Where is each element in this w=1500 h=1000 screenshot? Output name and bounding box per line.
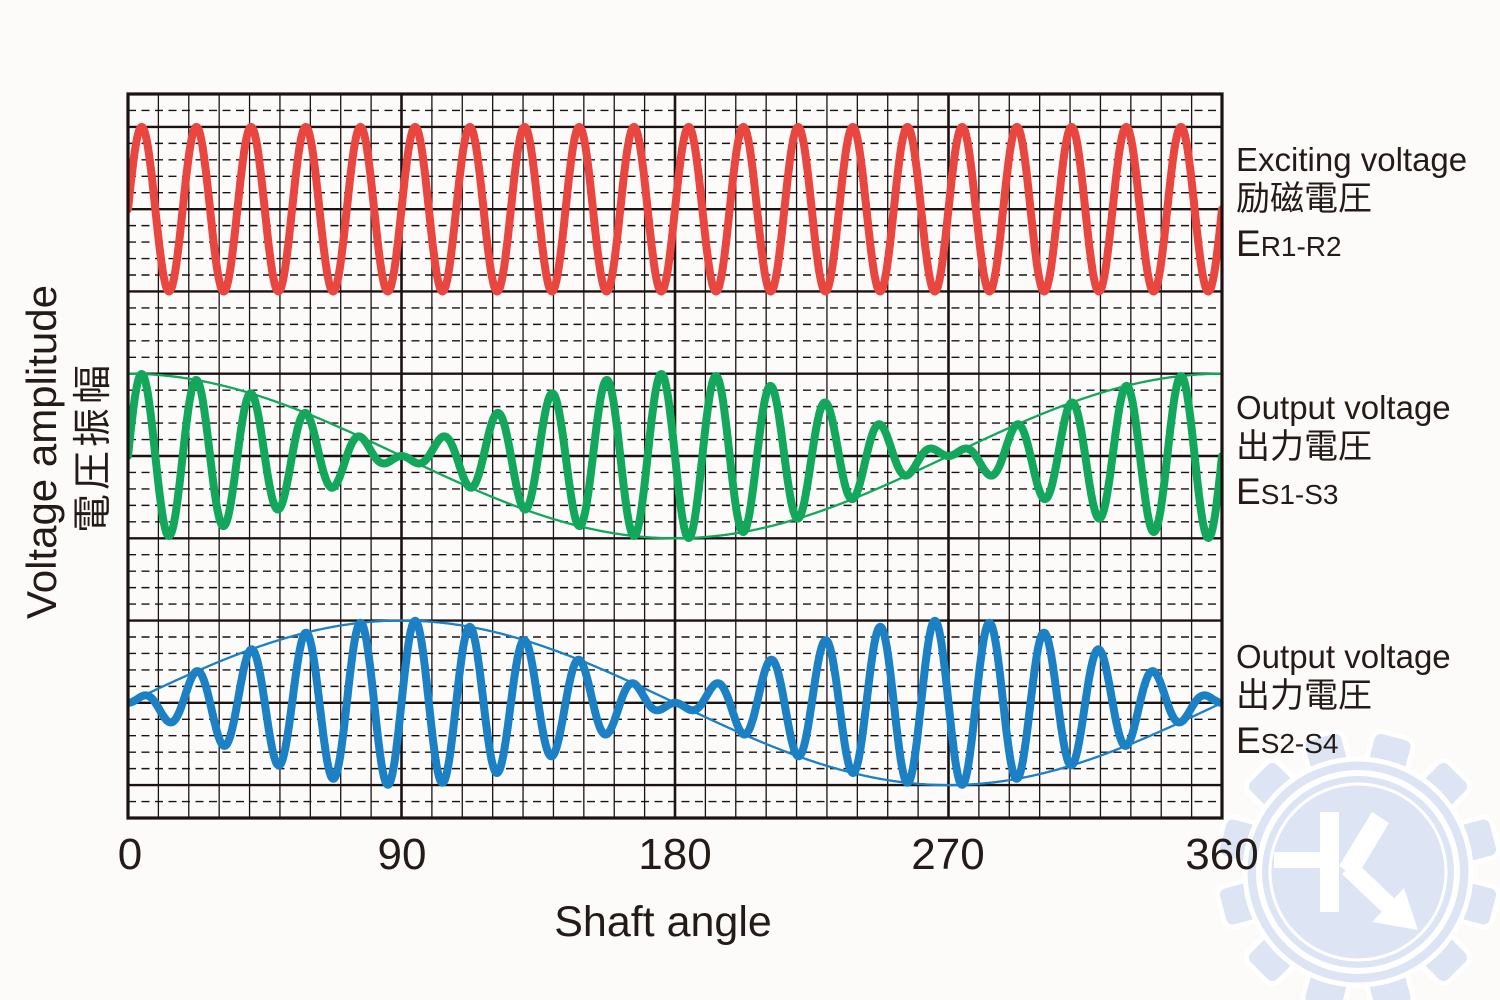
- series-symbol: ES2-S4: [1236, 721, 1498, 768]
- x-tick-label-360: 360: [1185, 830, 1259, 879]
- series-label-english: Output voltage: [1236, 389, 1451, 426]
- waveform-curves: [128, 122, 1222, 789]
- x-tick-label-0: 0: [117, 830, 143, 879]
- series-label-japanese: 励磁電圧: [1236, 180, 1372, 218]
- y-axis-title: Voltage amplitude: [18, 285, 65, 619]
- series-label-english: Output voltage: [1236, 638, 1451, 675]
- symbol-subscript: S1-S3: [1260, 479, 1339, 510]
- waveform-R1-R2: [128, 122, 1222, 296]
- symbol-subscript: R1-R2: [1260, 231, 1342, 262]
- series-label-output-voltage-s2s4: Output voltage 出力電圧 ES2-S4: [1236, 637, 1498, 768]
- waveform-S2-S4: [128, 616, 1222, 789]
- gear-k-watermark-icon: [1214, 728, 1500, 1000]
- waveform-S1-S3: [128, 370, 1222, 542]
- series-label-output-voltage-s1s3: Output voltage 出力電圧 ES1-S3: [1236, 388, 1498, 519]
- series-label-english: Exciting voltage: [1236, 141, 1468, 178]
- series-label-japanese: 出力電圧: [1236, 677, 1372, 715]
- x-tick-label-90: 90: [377, 830, 427, 879]
- symbol-subscript: S2-S4: [1260, 728, 1339, 759]
- series-label-exciting-voltage: Exciting voltage 励磁電圧 ER1-R2: [1236, 140, 1498, 271]
- symbol-letter: E: [1236, 471, 1261, 512]
- x-tick-label-180: 180: [638, 830, 712, 879]
- series-symbol: ES1-S3: [1236, 472, 1498, 519]
- plot-border: [126, 92, 1224, 820]
- symbol-letter: E: [1236, 223, 1261, 264]
- series-symbol: ER1-R2: [1236, 224, 1498, 271]
- symbol-letter: E: [1236, 720, 1261, 761]
- x-axis-title: Shaft angle: [554, 898, 772, 946]
- series-label-japanese: 出力電圧: [1236, 428, 1372, 466]
- x-tick-label-270: 270: [911, 830, 985, 879]
- y-axis-title-japanese: 電圧振幅: [72, 360, 115, 534]
